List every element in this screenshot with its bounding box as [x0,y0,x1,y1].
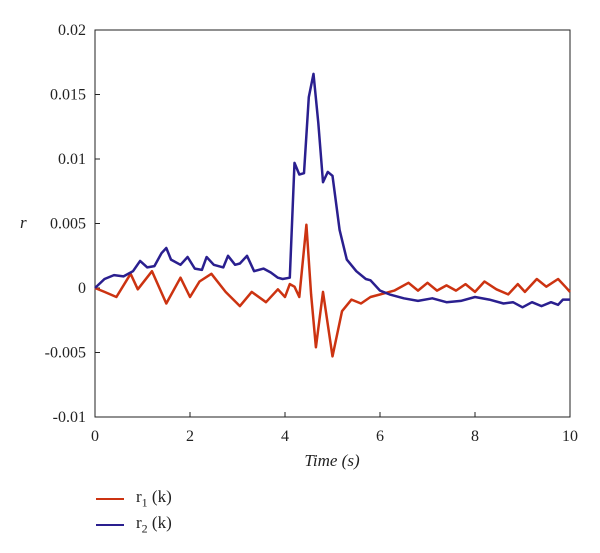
line-chart: 0 2 4 6 8 10 -0.01 -0.005 0 0.005 0.01 0.015 0.02 Ti… [20,22,578,470]
y-tick-label: -0.005 [45,345,86,362]
y-tick-label: -0.01 [53,409,86,426]
y-axis-label: r [20,213,27,232]
y-tick-label: 0.005 [50,216,86,233]
y-tick-label: 0.015 [50,87,86,104]
legend-label: r1 (k) [136,487,172,510]
legend-swatch [96,498,124,500]
x-tick-label: 0 [91,428,99,445]
legend-swatch [96,524,124,526]
legend-item: r2 (k) [96,512,172,538]
series-line-r1 [94,223,571,358]
legend-label: r2 (k) [136,513,172,536]
y-tick-label: 0.02 [58,22,86,39]
x-tick-label: 2 [186,428,194,445]
series-line-r2 [94,72,570,309]
y-tick-label: 0 [78,280,86,297]
x-tick-label: 10 [562,428,578,445]
legend: r1 (k) r2 (k) [96,486,172,538]
x-tick-label: 8 [471,428,479,445]
x-axis-label: Time (s) [304,451,360,470]
x-tick-label: 4 [281,428,289,445]
y-tick-label: 0.01 [58,151,86,168]
legend-item: r1 (k) [96,486,172,512]
x-tick-label: 6 [376,428,384,445]
plot-area-frame [94,29,571,418]
